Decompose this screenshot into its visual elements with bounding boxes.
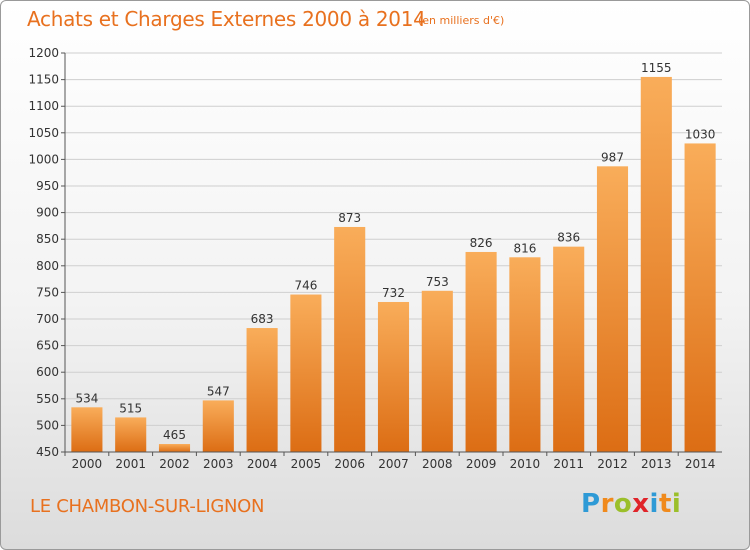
x-axis: 2000 2001 2002 2003 2004 2005 2006 2007 2008 2009… [64, 451, 722, 471]
x-tick-label: 2008 [422, 457, 453, 471]
logo-letter: i [649, 489, 659, 519]
bar-2005 [290, 294, 322, 452]
data-label-2011: 836 [557, 231, 580, 245]
y-tick-label: 1000 [28, 152, 59, 166]
y-tick-label: 1150 [28, 73, 59, 87]
y-tick-label: 1200 [28, 46, 59, 60]
data-label-2014: 1030 [685, 127, 716, 141]
data-label-2004: 683 [251, 312, 274, 326]
data-label-2001: 515 [119, 401, 142, 415]
x-tick-label: 2010 [510, 457, 541, 471]
data-label-2012: 987 [601, 150, 624, 164]
bar-2014 [684, 143, 716, 452]
y-tick-label: 650 [36, 339, 59, 353]
y-axis: 450 500 550 600 650 700 750 800 850 900 950 1000 105… [28, 46, 66, 459]
logo-letter: r [600, 489, 614, 519]
bar-2009 [465, 251, 497, 452]
data-label-2000: 534 [75, 391, 98, 405]
y-tick-label: 800 [36, 259, 59, 273]
data-label-2010: 816 [513, 241, 536, 255]
x-tick-label: 2009 [466, 457, 497, 471]
y-tick-label: 700 [36, 312, 59, 326]
bar-2010 [509, 257, 541, 452]
y-tick-label: 550 [36, 392, 59, 406]
proxiti-logo: Proxiti [581, 489, 681, 519]
bar-2012 [596, 166, 629, 453]
bar-2002 [158, 444, 191, 452]
data-label-2013: 1155 [641, 61, 672, 75]
logo-letter: o [613, 489, 633, 519]
bar-2000 [71, 407, 103, 452]
data-label-2003: 547 [207, 384, 230, 398]
bar-2004 [246, 328, 278, 452]
x-tick-label: 2006 [334, 457, 365, 471]
x-tick-label: 2000 [72, 457, 103, 471]
data-label-2006: 873 [338, 211, 361, 225]
bar-2007 [377, 301, 410, 452]
logo-letter: t [658, 489, 672, 519]
y-tick-label: 950 [36, 179, 59, 193]
y-tick-label: 750 [36, 285, 59, 299]
x-tick-label: 2004 [247, 457, 278, 471]
y-tick-label: 900 [36, 206, 59, 220]
x-tick-label: 2013 [641, 457, 672, 471]
commune-name: LE CHAMBON-SUR-LIGNON [30, 496, 265, 517]
logo-letter: x [632, 489, 650, 519]
logo-letter: P [581, 489, 601, 519]
x-tick-label: 2007 [378, 457, 409, 471]
data-label-2002: 465 [163, 428, 186, 442]
bar-2003 [202, 400, 234, 452]
bar-2001 [115, 417, 147, 452]
x-tick-label: 2005 [291, 457, 322, 471]
x-tick-label: 2014 [685, 457, 716, 471]
y-tick-label: 450 [36, 445, 59, 459]
data-label-2009: 826 [470, 236, 493, 250]
bar-2006 [334, 226, 366, 452]
bars: 534 515 465 547 683 746 873 732 753 826 816 836 987 1… [71, 61, 716, 453]
chart-title: Achats et Charges Externes 2000 à 2014 [27, 7, 426, 31]
x-tick-label: 2003 [203, 457, 234, 471]
x-tick-label: 2001 [115, 457, 146, 471]
data-label-2007: 732 [382, 286, 405, 300]
bar-2013 [640, 76, 672, 452]
data-label-2008: 753 [426, 275, 449, 289]
y-tick-label: 1050 [28, 126, 59, 140]
bar-2011 [553, 246, 585, 452]
bar-2008 [421, 290, 453, 452]
x-tick-label: 2011 [553, 457, 584, 471]
x-tick-label: 2012 [597, 457, 628, 471]
data-label-2005: 746 [294, 279, 317, 293]
unit-note: (en milliers d'€) [418, 14, 505, 27]
y-tick-label: 500 [36, 418, 59, 432]
logo-letter: i [671, 489, 682, 519]
x-tick-label: 2002 [159, 457, 190, 471]
y-tick-label: 600 [36, 365, 59, 379]
y-tick-label: 850 [36, 232, 59, 246]
y-tick-label: 1100 [28, 99, 59, 113]
